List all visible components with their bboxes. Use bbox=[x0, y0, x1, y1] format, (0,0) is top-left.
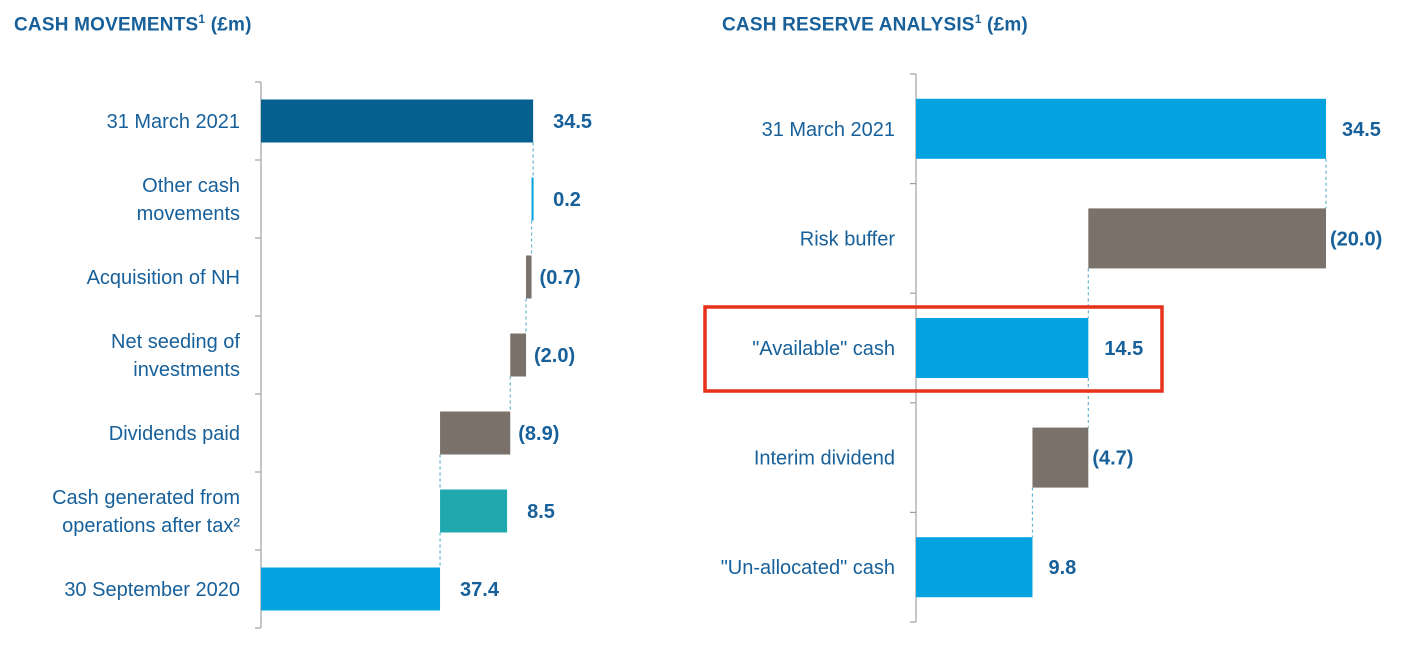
cash-movements-category-label-line: Acquisition of NH bbox=[87, 267, 240, 289]
cash-reserve-value-label-31-march-2021: 34.5 bbox=[1342, 119, 1381, 141]
cash-reserve-category-label-line: Risk buffer bbox=[800, 228, 896, 250]
cash-movements-bar-dividends-paid bbox=[440, 411, 511, 455]
cash-movements-bar-cash-generated-from-operations-after-tax bbox=[440, 489, 508, 533]
cash-reserve-title: CASH RESERVE ANALYSIS1 (£m) bbox=[722, 12, 1028, 36]
cash-movements-category-label-acquisition-of-nh: Acquisition of NH bbox=[87, 267, 240, 289]
cash-movements-category-label-line: 31 March 2021 bbox=[107, 111, 240, 133]
cash-movements-value-label-acquisition-of-nh: (0.7) bbox=[540, 267, 581, 289]
cash-reserve-category-label-31-march-2021: 31 March 2021 bbox=[762, 119, 895, 141]
cash-reserve-category-label-line: "Un-allocated" cash bbox=[721, 557, 895, 579]
cash-reserve-bar-un-allocated-cash bbox=[916, 537, 1033, 598]
cash-movements-title-footnote: 1 bbox=[198, 12, 206, 26]
cash-movements-value-label-cash-generated-from-operations-after-tax: 8.5 bbox=[527, 501, 555, 523]
cash-movements-category-label-line: Other cash bbox=[142, 175, 240, 197]
cash-reserve-highlight-box bbox=[703, 305, 1164, 393]
cash-reserve-title-footnote: 1 bbox=[974, 12, 982, 26]
cash-movements-value-label-net-seeding-of-investments: (2.0) bbox=[534, 345, 575, 367]
cash-movements-category-label-dividends-paid: Dividends paid bbox=[109, 423, 240, 445]
cash-movements-bar-31-march-2021 bbox=[261, 99, 534, 143]
cash-reserve-title-text: CASH RESERVE ANALYSIS bbox=[722, 14, 975, 36]
cash-reserve-category-label-un-allocated-cash: "Un-allocated" cash bbox=[721, 557, 895, 579]
cash-movements-category-label-line: 30 September 2020 bbox=[64, 579, 240, 601]
cash-movements-category-label-31-march-2021: 31 March 2021 bbox=[107, 111, 240, 133]
cash-movements-category-label-line: movements bbox=[137, 203, 240, 225]
cash-movements-title-unit: (£m) bbox=[210, 14, 252, 36]
cash-reserve-title-unit: (£m) bbox=[987, 14, 1028, 36]
cash-reserve-value-label-risk-buffer: (20.0) bbox=[1330, 228, 1382, 250]
cash-reserve-bar-available-cash bbox=[916, 318, 1089, 378]
cash-reserve-value-label-available-cash: 14.5 bbox=[1104, 338, 1143, 360]
cash-movements-category-label-30-september-2020: 30 September 2020 bbox=[64, 579, 240, 601]
cash-reserve-bar-risk-buffer bbox=[1088, 208, 1326, 269]
cash-movements-title-text: CASH MOVEMENTS bbox=[14, 14, 199, 36]
cash-reserve-category-label-line: "Available" cash bbox=[752, 338, 895, 360]
cash-reserve-category-label-line: 31 March 2021 bbox=[762, 119, 895, 141]
cash-movements-value-label-dividends-paid: (8.9) bbox=[518, 423, 559, 445]
cash-movements-title: CASH MOVEMENTS1 (£m) bbox=[14, 12, 252, 36]
cash-reserve-bar-31-march-2021 bbox=[916, 98, 1326, 159]
cash-movements-bar-acquisition-of-nh bbox=[526, 255, 532, 299]
cash-movements-bar-other-cash-movements bbox=[531, 177, 534, 221]
cash-movements-category-label-line: investments bbox=[133, 359, 240, 381]
cash-movements-value-label-31-march-2021: 34.5 bbox=[553, 111, 592, 133]
cash-movements-bar-net-seeding-of-investments bbox=[510, 333, 527, 377]
cash-movements-category-label-line: operations after tax² bbox=[62, 515, 240, 537]
cash-reserve-category-label-available-cash: "Available" cash bbox=[752, 338, 895, 360]
cash-reserve-value-label-interim-dividend: (4.7) bbox=[1092, 448, 1133, 470]
cash-movements-bar-30-september-2020 bbox=[261, 567, 441, 611]
cash-reserve-category-label-line: Interim dividend bbox=[754, 448, 895, 470]
cash-reserve-bar-interim-dividend bbox=[1032, 427, 1089, 488]
cash-movements-category-label-line: Cash generated from bbox=[52, 487, 240, 509]
cash-movements-category-label-net-seeding-of-investments: Net seeding of investments bbox=[111, 331, 240, 381]
cash-movements-category-label-cash-generated-from-operations-after-tax: Cash generated from operations after tax² bbox=[52, 487, 240, 537]
cash-reserve-category-label-risk-buffer: Risk buffer bbox=[800, 228, 896, 250]
cash-movements-category-label-other-cash-movements: Other cash movements bbox=[137, 175, 240, 225]
cash-reserve-category-label-interim-dividend: Interim dividend bbox=[754, 448, 895, 470]
cash-movements-value-label-30-september-2020: 37.4 bbox=[460, 579, 500, 601]
cash-movements-category-label-line: Dividends paid bbox=[109, 423, 240, 445]
cash-movements-category-label-line: Net seeding of bbox=[111, 331, 240, 353]
cash-movements-value-label-other-cash-movements: 0.2 bbox=[553, 189, 581, 211]
cash-reserve-value-label-un-allocated-cash: 9.8 bbox=[1048, 557, 1076, 579]
